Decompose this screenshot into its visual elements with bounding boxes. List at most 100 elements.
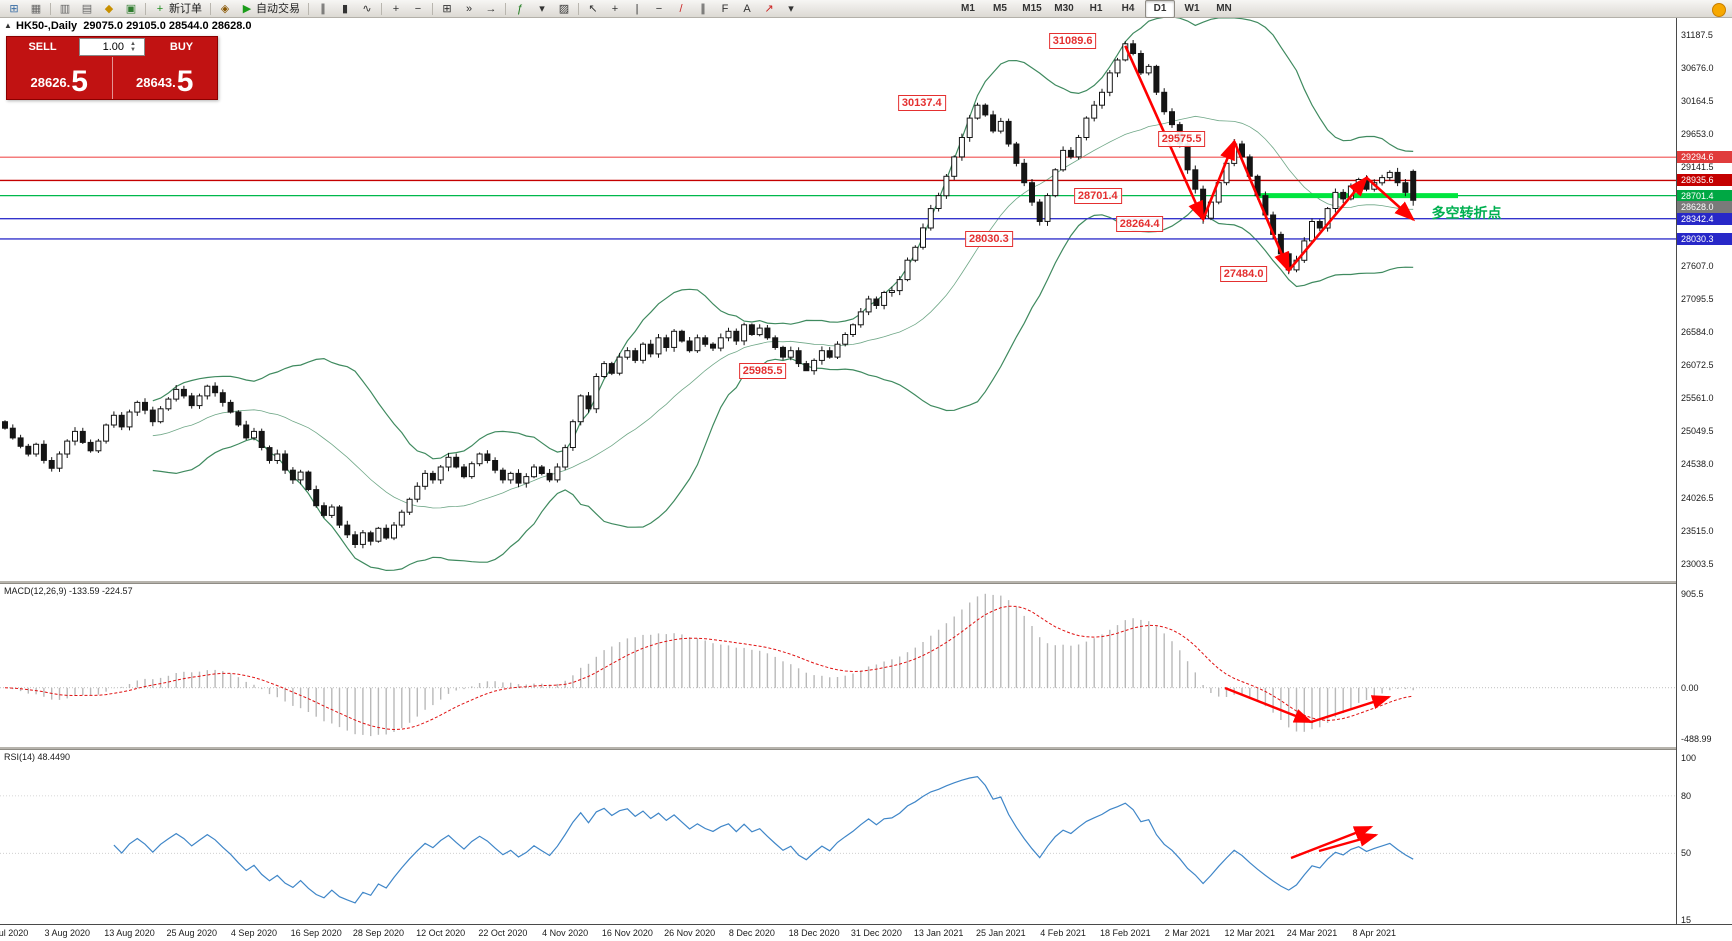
price-axis-tick: 31187.5 [1681, 29, 1713, 40]
market-watch-icon[interactable]: ▥ [55, 0, 75, 18]
chart-plot-area[interactable] [0, 18, 1676, 924]
price-axis-tick: 25561.0 [1681, 393, 1714, 404]
tile-windows-icon[interactable]: ⊞ [437, 0, 457, 18]
price-callout[interactable]: 31089.6 [1048, 33, 1097, 50]
vertical-line-icon[interactable]: | [627, 0, 647, 18]
data-window-icon[interactable]: ▤ [77, 0, 97, 18]
time-axis-label: 12 Mar 2021 [1224, 928, 1276, 938]
text-icon[interactable]: A [737, 0, 757, 18]
fibonacci-icon: F [721, 2, 729, 15]
price-axis-tick: 24538.0 [1681, 459, 1714, 470]
tile-windows-icon: ⊞ [442, 2, 452, 15]
panel-divider [111, 57, 113, 99]
templates-icon[interactable]: ▨ [554, 0, 574, 18]
timeframe-m15[interactable]: M15 [1022, 2, 1042, 14]
price-line-label: 28342.4 [1677, 212, 1732, 225]
candlestick-icon: ▮ [341, 2, 349, 15]
macd-axis-tick: 0.00 [1681, 682, 1699, 693]
trendline-icon: / [679, 2, 683, 15]
chart-header: HK50-,Daily 29075.0 29105.0 28544.0 2862… [16, 20, 251, 32]
timeframe-mn[interactable]: MN [1216, 2, 1232, 14]
metaeditor-icon: ◈ [220, 2, 230, 15]
crosshair-icon[interactable]: + [605, 0, 625, 18]
bar-chart-icon[interactable]: ∥ [313, 0, 333, 18]
timeframe-w1[interactable]: W1 [1184, 2, 1200, 14]
price-axis-tick: 23003.5 [1681, 558, 1714, 569]
navigator-icon[interactable]: ◆ [99, 0, 119, 18]
spinner-down-icon[interactable]: ▼ [130, 47, 136, 53]
price-line-label: 29294.6 [1677, 151, 1732, 164]
price-callout[interactable]: 30137.4 [897, 94, 946, 111]
indicators-icon[interactable]: ƒ [510, 0, 530, 18]
time-axis-label: 4 Feb 2021 [1040, 928, 1086, 938]
time-axis[interactable]: 22 Jul 2020 3 Aug 2020 13 Aug 2020 25 Aug 2… [0, 924, 1732, 941]
zoom-in-icon[interactable]: + [386, 0, 406, 18]
notification-icon[interactable] [1712, 3, 1726, 17]
fibonacci-icon[interactable]: F [715, 0, 735, 18]
chart-shift-icon[interactable]: → [481, 0, 501, 18]
autotrading-button[interactable]: ▶ 自动交易 [237, 0, 304, 18]
auto-scroll-icon[interactable]: » [459, 0, 479, 18]
sell-price-main: 28626. [30, 75, 71, 90]
cursor-icon: ↖ [588, 2, 598, 15]
line-chart-icon[interactable]: ∿ [357, 0, 377, 18]
arrows-icon[interactable]: ↗ [759, 0, 779, 18]
price-axis[interactable]: 31187.5 30676.0 30164.5 29653.0 29141.5 27607… [1676, 18, 1732, 925]
candlestick-icon[interactable]: ▮ [335, 0, 355, 18]
rsi-indicator-label: RSI(14) 48.4490 [4, 752, 71, 762]
new-chart-icon[interactable]: ⊞ [4, 0, 24, 18]
profiles-icon[interactable]: ▦ [26, 0, 46, 18]
price-callout[interactable]: 27484.0 [1219, 266, 1268, 283]
horizontal-line-icon[interactable]: − [649, 0, 669, 18]
volume-box: ▲▼ [79, 38, 145, 56]
new-order-button: + [156, 2, 164, 15]
price-axis-tick: 26584.0 [1681, 327, 1714, 338]
time-axis-label: 26 Nov 2020 [664, 928, 716, 938]
toolbar-separator [578, 2, 579, 15]
zoom-out-icon[interactable]: − [408, 0, 428, 18]
chart-ohlc: 29075.0 29105.0 28544.0 28628.0 [83, 20, 252, 32]
price-callout[interactable]: 25985.5 [738, 362, 787, 379]
arrows-icon: ↗ [764, 2, 774, 15]
terminal-icon[interactable]: ▣ [121, 0, 141, 18]
buy-price-button[interactable]: 28643. 5 [113, 57, 218, 99]
price-callout[interactable]: 28701.4 [1073, 187, 1122, 204]
trendline-icon[interactable]: / [671, 0, 691, 18]
new-order-button-label: 新订单 [169, 2, 202, 15]
volume-input[interactable] [80, 41, 126, 53]
sell-button[interactable]: SELL [28, 41, 57, 53]
periods-dropdown[interactable]: ▾ [532, 0, 552, 18]
timeframe-m30[interactable]: M30 [1054, 2, 1074, 14]
rsi-axis-tick: 100 [1681, 752, 1697, 763]
buy-button[interactable]: BUY [169, 41, 194, 53]
timeframe-m5[interactable]: M5 [993, 2, 1007, 14]
toolbar-separator [50, 2, 51, 15]
spinner-up-icon[interactable]: ▲ [130, 41, 136, 47]
timeframe-h4[interactable]: H4 [1121, 2, 1135, 14]
panel-separator-rsi[interactable] [0, 746, 1732, 750]
chart-shift-icon: → [485, 2, 497, 15]
horizontal-line-icon: − [655, 2, 663, 15]
new-order-button[interactable]: + 新订单 [150, 0, 206, 18]
one-click-collapse-button[interactable]: ▲ [4, 21, 12, 30]
channel-icon[interactable]: ∥ [693, 0, 713, 18]
time-axis-label: 18 Dec 2020 [788, 928, 840, 938]
shapes-dropdown[interactable]: ▾ [781, 0, 801, 18]
price-axis-tick: 29653.0 [1681, 129, 1714, 140]
timeframe-h1[interactable]: H1 [1089, 2, 1103, 14]
toolbar-separator [381, 2, 382, 15]
time-axis-label: 24 Mar 2021 [1286, 928, 1338, 938]
price-callout[interactable]: 28264.4 [1115, 215, 1164, 232]
price-callout[interactable]: 28030.3 [964, 230, 1013, 247]
metaeditor-icon[interactable]: ◈ [215, 0, 235, 18]
panel-separator-macd[interactable] [0, 580, 1732, 584]
chinese-annotation[interactable]: 多空转折点 [1431, 205, 1502, 222]
time-axis-label: 16 Nov 2020 [601, 928, 653, 938]
timeframe-d1[interactable]: D1 [1145, 0, 1175, 18]
sell-price-button[interactable]: 28626. 5 [7, 57, 112, 99]
price-callout[interactable]: 29575.5 [1157, 131, 1206, 148]
time-axis-label: 4 Nov 2020 [542, 928, 589, 938]
cursor-icon[interactable]: ↖ [583, 0, 603, 18]
volume-spinner[interactable]: ▲ ▼ [126, 41, 140, 53]
timeframe-m1[interactable]: M1 [961, 2, 975, 14]
